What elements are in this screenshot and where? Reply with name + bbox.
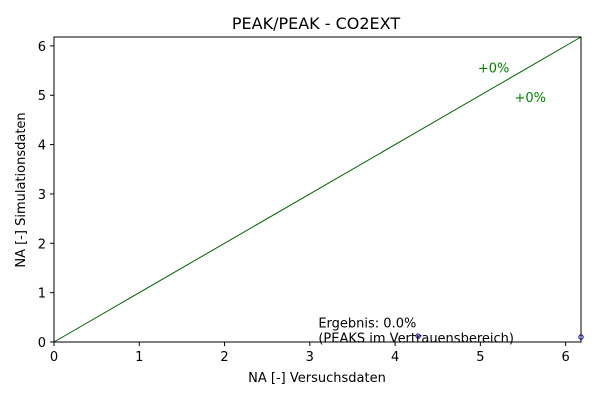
y-tick-label-5: 5: [38, 89, 46, 104]
y-tick-label-3: 3: [38, 188, 46, 203]
annotation-1: +0%: [514, 91, 546, 106]
x-tick-label-3: 3: [306, 350, 314, 365]
y-axis-label: NA [-] Simulationsdaten: [14, 112, 29, 267]
x-tick-label-5: 5: [476, 350, 484, 365]
x-tick-label-2: 2: [220, 350, 228, 365]
data-point-0: [415, 333, 421, 339]
x-axis-label: NA [-] Versuchsdaten: [248, 371, 386, 386]
plot-frame: [53, 36, 582, 343]
y-tick-label-4: 4: [38, 139, 46, 154]
reference-line: [53, 36, 582, 343]
y-tick-label-2: 2: [38, 237, 46, 252]
result-note-line2: (PEAKS im Vertrauensbereich): [318, 331, 514, 346]
x-axis-ticks: 0 1 2 3 4 5 6: [50, 342, 570, 365]
x-tick-label-1: 1: [135, 350, 143, 365]
annotation-0: +0%: [478, 62, 510, 77]
y-tick-label-6: 6: [38, 40, 46, 55]
y-tick-label-0: 0: [38, 336, 46, 351]
y-axis-ticks: 0 1 2 3 4 5 6: [38, 40, 54, 351]
result-note-line1: Ergebnis: 0.0%: [318, 316, 416, 331]
annotations: +0% +0%: [478, 62, 546, 107]
x-tick-label-4: 4: [391, 350, 399, 365]
x-tick-label-6: 6: [562, 350, 570, 365]
plot-area: +0% +0% Ergebnis: 0.0% (PEAKS im Vertraue…: [53, 36, 584, 346]
y-tick-label-1: 1: [38, 287, 46, 302]
x-tick-label-0: 0: [50, 350, 58, 365]
chart-title: PEAK/PEAK - CO2EXT: [232, 14, 400, 33]
